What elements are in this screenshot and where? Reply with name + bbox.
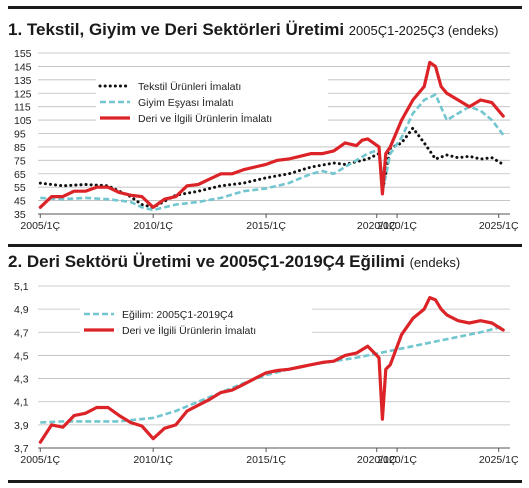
chart2-subtitle: (endeks) (409, 255, 461, 270)
x-tick-label: 2015/1Ç (246, 454, 286, 466)
x-tick-label: 2020/1Ç (377, 454, 417, 466)
y-tick-label: 4,3 (14, 374, 29, 386)
y-tick-label: 4,9 (14, 304, 29, 316)
y-tick-label: 4,1 (14, 397, 29, 409)
y-tick-label: 85 (14, 142, 26, 154)
y-tick-label: 105 (14, 115, 32, 127)
legend-background (80, 304, 312, 340)
y-tick-label: 5,1 (14, 281, 29, 293)
y-tick-label: 35 (14, 209, 26, 221)
x-tick-label: 2020/1Ç (357, 454, 397, 466)
y-tick-label: 4,7 (14, 327, 29, 339)
legend-label: Tekstil Ürünleri İmalatı (138, 80, 241, 93)
legend: Tekstil Ürünleri İmalatı Giyim Eşyası İma… (96, 76, 328, 128)
y-tick-label: 3,9 (14, 420, 29, 432)
y-tick-label: 95 (14, 129, 26, 141)
series-line-2 (38, 296, 505, 444)
legend-label: Deri ve İlgili Ürünlerin İmalatı (138, 112, 272, 125)
x-tick-label: 2005/1Ç (20, 220, 60, 232)
y-tick-label: 3,7 (14, 443, 29, 455)
x-tick-label: 2005/1Ç (20, 454, 60, 466)
legend-background (96, 76, 328, 128)
series-line-1 (38, 126, 505, 209)
x-tick-label: 2020/1Ç (377, 220, 417, 232)
chart2-title: 2. Deri Sektörü Üretimi ve 2005Ç1-2019Ç4… (8, 252, 405, 271)
series-line-2 (40, 93, 505, 212)
chart1-subtitle: 2005Ç1-2025Ç3 (endeks) (348, 23, 499, 38)
series-line-1 (40, 325, 504, 424)
x-tick-label: 2010/1Ç (133, 454, 173, 466)
x-tick-label: 2015/1Ç (246, 220, 286, 232)
y-tick-label: 115 (14, 102, 31, 114)
y-tick-label: 4,5 (14, 350, 29, 362)
legend-label: Deri ve İlgili Ürünlerin İmalatı (122, 324, 256, 337)
x-tick-label: 2025/1Ç (479, 220, 519, 232)
chart2-title-block: 2. Deri Sektörü Üretimi ve 2005Ç1-2019Ç4… (8, 252, 460, 272)
legend-label: Giyim Eşyası İmalatı (138, 96, 234, 109)
bottom-rule (8, 480, 522, 483)
top-rule (8, 6, 522, 9)
x-tick-label: 2020/1Ç (357, 220, 397, 232)
y-tick-label: 135 (14, 75, 32, 87)
legend: Eğilim: 2005Ç1-2019Ç4 Deri ve İlgili Ürün… (80, 304, 312, 340)
y-tick-label: 65 (14, 169, 26, 181)
y-tick-label: 145 (14, 61, 32, 73)
y-tick-label: 55 (14, 182, 26, 194)
y-tick-label: 155 (14, 48, 32, 60)
chart1-title: 1. Tekstil, Giyim ve Deri Sektörleri Üre… (8, 20, 345, 39)
y-tick-label: 45 (14, 196, 26, 208)
chart1-title-block: 1. Tekstil, Giyim ve Deri Sektörleri Üre… (8, 20, 498, 40)
series-line-3 (38, 60, 505, 209)
x-tick-label: 2025/1Ç (479, 454, 519, 466)
x-tick-label: 2010/1Ç (133, 220, 173, 232)
middle-rule (8, 244, 522, 247)
legend-label: Eğilim: 2005Ç1-2019Ç4 (122, 309, 234, 321)
y-tick-label: 125 (14, 88, 32, 100)
y-tick-label: 75 (14, 155, 26, 167)
